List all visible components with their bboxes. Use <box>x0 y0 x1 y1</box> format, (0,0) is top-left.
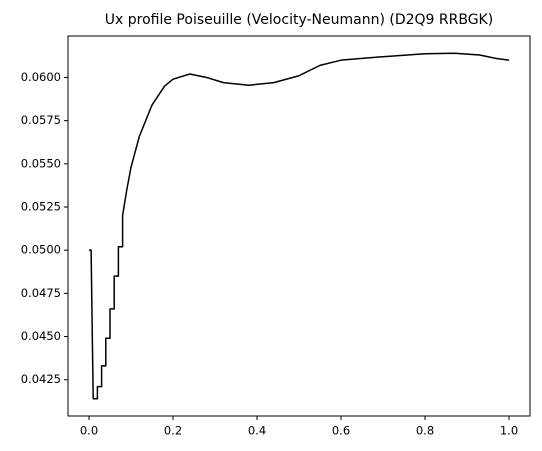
x-tick-label: 1.0 <box>500 424 518 438</box>
y-tick-label: 0.0425 <box>21 372 61 386</box>
y-tick-label: 0.0475 <box>21 286 61 300</box>
y-tick-label: 0.0525 <box>21 200 61 214</box>
x-tick-label: 0.0 <box>80 424 98 438</box>
chart-title: Ux profile Poiseuille (Velocity-Neumann)… <box>105 12 493 28</box>
y-tick-label: 0.0575 <box>21 113 61 127</box>
x-tick-label: 0.2 <box>164 424 182 438</box>
plot-frame <box>67 35 531 417</box>
data-line <box>89 52 510 400</box>
y-tick-label: 0.0450 <box>21 329 61 343</box>
y-tick-label: 0.0600 <box>21 70 61 84</box>
y-tick-label: 0.0550 <box>21 156 61 170</box>
x-tick-label: 0.8 <box>416 424 434 438</box>
x-tick-label: 0.4 <box>248 424 266 438</box>
x-tick-label: 0.6 <box>332 424 350 438</box>
y-tick-label: 0.0500 <box>21 243 61 257</box>
